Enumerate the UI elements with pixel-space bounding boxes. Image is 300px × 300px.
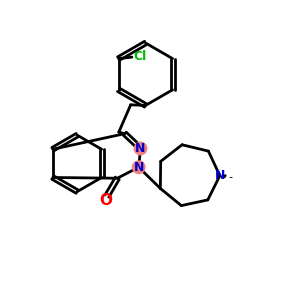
Circle shape: [133, 161, 145, 173]
Text: Cl: Cl: [134, 50, 147, 63]
Text: N: N: [134, 161, 144, 174]
Circle shape: [134, 142, 147, 155]
Text: N: N: [215, 169, 225, 182]
Text: O: O: [99, 193, 112, 208]
Text: -: -: [229, 172, 233, 182]
Text: N: N: [135, 142, 146, 155]
